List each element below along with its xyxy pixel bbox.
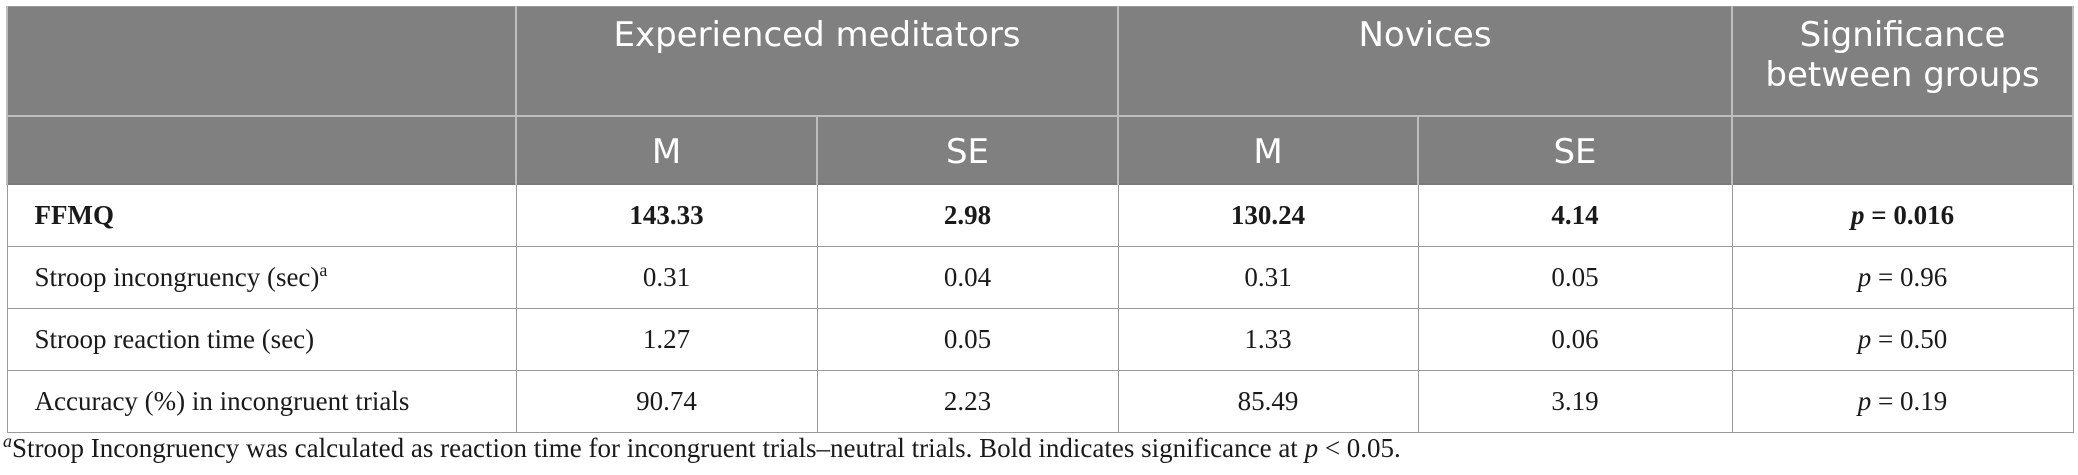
cell-se-experienced: 0.04 — [816, 246, 1119, 309]
header-se-novices: SE — [1416, 116, 1734, 184]
cell-m-experienced: 90.74 — [515, 370, 818, 433]
header-se-experienced: SE — [816, 116, 1119, 184]
cell-m-novices: 0.31 — [1117, 246, 1419, 309]
cell-se-experienced: 2.98 — [816, 183, 1119, 247]
header-row-groups: Experienced meditators Novices Significa… — [6, 6, 2075, 117]
cell-se-novices: 0.06 — [1417, 308, 1733, 371]
row-label: Stroop incongruency (sec)a — [6, 246, 517, 309]
cell-significance: p = 0.19 — [1731, 370, 2074, 433]
row-label: FFMQ — [6, 183, 517, 247]
footnote-marker: a — [319, 260, 328, 280]
cell-significance: p = 0.50 — [1731, 308, 2074, 371]
header-empty-cell — [1731, 116, 2075, 184]
table-row-stroop-reaction-time: Stroop reaction time (sec) 1.27 0.05 1.3… — [6, 308, 2074, 371]
cell-m-novices: 130.24 — [1117, 183, 1419, 247]
footnote-p-label: p — [1304, 433, 1319, 463]
header-experienced-meditators: Experienced meditators — [515, 6, 1119, 117]
footnote-marker: a — [3, 431, 12, 451]
cell-m-experienced: 0.31 — [515, 246, 818, 309]
cell-m-experienced: 1.27 — [515, 308, 818, 371]
header-empty-cell — [6, 6, 517, 117]
header-m-novices: M — [1117, 116, 1419, 184]
table-footnote: aStroop Incongruency was calculated as r… — [3, 431, 1401, 464]
cell-se-novices: 4.14 — [1417, 183, 1733, 247]
footnote-text-before: Stroop Incongruency was calculated as re… — [12, 433, 1305, 463]
cell-se-experienced: 2.23 — [816, 370, 1119, 433]
footnote-text-after: < 0.05. — [1318, 433, 1401, 463]
header-row-stats: M SE M SE — [6, 116, 2075, 184]
cell-se-novices: 0.05 — [1417, 246, 1733, 309]
table-row-stroop-incongruency: Stroop incongruency (sec)a 0.31 0.04 0.3… — [6, 246, 2074, 309]
cell-m-experienced: 143.33 — [515, 183, 818, 247]
table-row-accuracy: Accuracy (%) in incongruent trials 90.74… — [6, 370, 2074, 433]
cell-significance: p = 0.96 — [1731, 246, 2074, 309]
results-table: Experienced meditators Novices Significa… — [6, 6, 2075, 433]
header-novices: Novices — [1116, 6, 1734, 117]
header-empty-cell — [6, 116, 517, 184]
header-m-experienced: M — [515, 116, 818, 184]
table-row-ffmq: FFMQ 143.33 2.98 130.24 4.14 p = 0.016 — [6, 183, 2074, 247]
cell-se-novices: 3.19 — [1417, 370, 1733, 433]
cell-m-novices: 85.49 — [1117, 370, 1419, 433]
cell-m-novices: 1.33 — [1117, 308, 1419, 371]
row-label: Accuracy (%) in incongruent trials — [6, 370, 517, 433]
row-label: Stroop reaction time (sec) — [6, 308, 517, 371]
header-significance: Significance between groups — [1731, 6, 2075, 117]
cell-significance: p = 0.016 — [1731, 183, 2074, 247]
results-table-container: Experienced meditators Novices Significa… — [6, 6, 2075, 433]
cell-se-experienced: 0.05 — [816, 308, 1119, 371]
